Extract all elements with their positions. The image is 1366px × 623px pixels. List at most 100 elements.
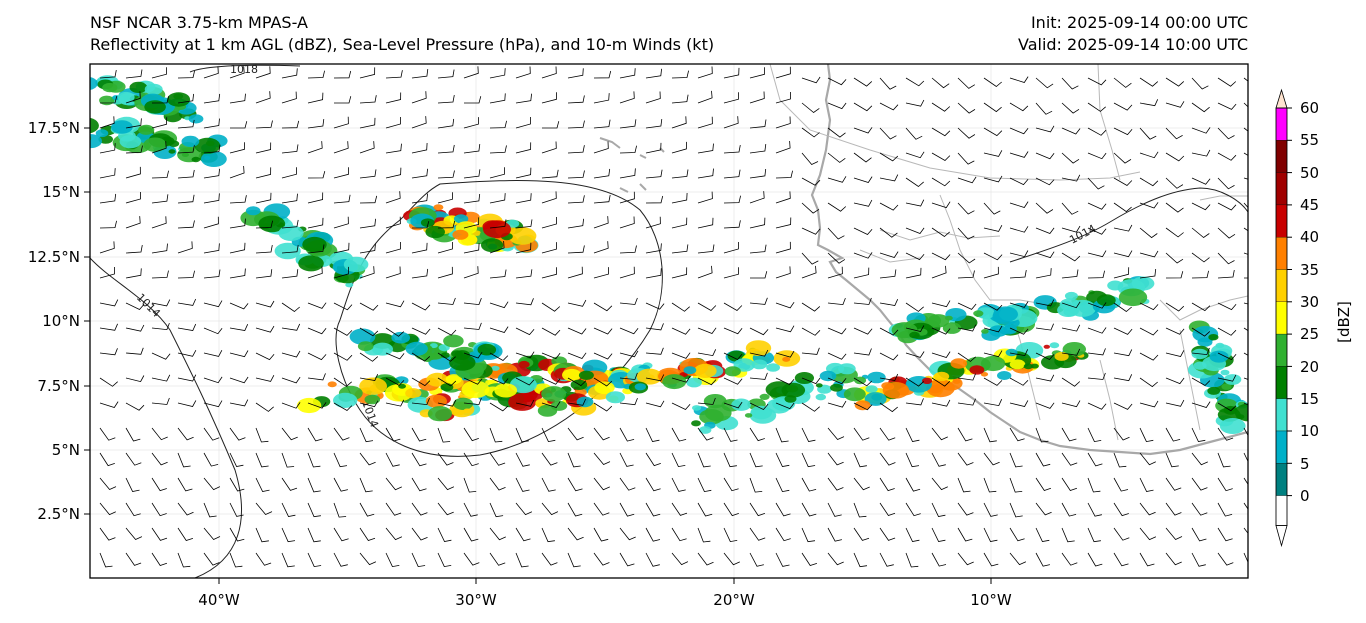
- wind-barb: [307, 170, 326, 179]
- reflectivity-cell: [1193, 361, 1207, 370]
- wind-barb: [151, 502, 167, 517]
- reflectivity-cell: [111, 120, 133, 134]
- wind-barb: [229, 302, 249, 310]
- wind-barb: [515, 142, 532, 154]
- wind-barb: [1139, 227, 1158, 239]
- wind-barb: [255, 91, 271, 104]
- wind-barb: [307, 217, 324, 229]
- wind-barb: [385, 167, 402, 179]
- wind-barb: [281, 376, 301, 384]
- wind-barb: [1217, 552, 1234, 566]
- wind-barb: [333, 141, 349, 154]
- wind-barb: [333, 477, 348, 492]
- wind-barb: [697, 244, 715, 254]
- reflectivity-cell: [440, 352, 450, 359]
- wind-barb: [307, 327, 327, 335]
- wind-barb: [619, 427, 635, 442]
- wind-barb: [463, 117, 479, 129]
- wind-barb: [1113, 552, 1129, 567]
- wind-barb: [464, 96, 482, 104]
- wind-barb: [931, 265, 947, 279]
- wind-barb: [515, 193, 532, 204]
- wind-barb: [931, 351, 951, 358]
- wind-barb: [385, 143, 402, 154]
- reflectivity-cell: [864, 392, 887, 406]
- wind-barb: [801, 427, 816, 442]
- wind-barb: [1191, 401, 1211, 408]
- wind-barb: [359, 527, 376, 541]
- wind-barb: [749, 452, 763, 468]
- wind-barb: [879, 352, 899, 361]
- wind-barb: [593, 241, 609, 254]
- colorbar-segment: [1275, 204, 1288, 238]
- init-time: Init: 2025-09-14 00:00 UTC: [1030, 13, 1248, 32]
- wind-barb: [1009, 552, 1027, 566]
- wind-barb: [645, 477, 661, 492]
- wind-barb: [359, 302, 379, 311]
- wind-barb: [749, 191, 765, 204]
- wind-barb: [229, 477, 245, 492]
- wind-barb: [827, 152, 846, 163]
- wind-barb: [203, 477, 221, 491]
- wind-barb: [957, 452, 974, 466]
- wind-barb: [801, 127, 820, 138]
- wind-barb: [723, 352, 743, 360]
- wind-barb: [125, 216, 141, 229]
- wind-barb: [99, 323, 118, 331]
- reflectivity-cell: [854, 400, 871, 411]
- reflectivity-cell: [1009, 359, 1026, 370]
- wind-barb: [125, 69, 143, 79]
- wind-barb: [1087, 477, 1101, 493]
- colorbar-frame: [1275, 107, 1288, 527]
- wind-barb: [255, 167, 272, 179]
- cape-verde-islands: [599, 137, 665, 193]
- wind-barb: [151, 374, 171, 382]
- wind-barb: [697, 397, 716, 405]
- wind-barb: [801, 227, 821, 235]
- wind-barb: [905, 302, 924, 312]
- wind-barb: [567, 170, 585, 179]
- wind-barb: [281, 502, 296, 517]
- wind-barb: [879, 269, 897, 279]
- wind-barb: [619, 452, 634, 467]
- wind-barb: [567, 95, 585, 104]
- wind-barb: [801, 102, 820, 114]
- colorbar-tick-label: 5: [1300, 455, 1310, 473]
- wind-barb: [177, 119, 195, 129]
- wind-barb: [1061, 127, 1081, 135]
- reflectivity-cell: [819, 370, 837, 382]
- wind-barb: [1061, 301, 1081, 309]
- wind-barb: [411, 352, 431, 362]
- wind-barb: [983, 350, 1003, 358]
- wind-barb: [1009, 502, 1023, 518]
- wind-barb: [827, 552, 844, 566]
- wind-barb: [1009, 102, 1029, 112]
- wind-barb: [1113, 127, 1133, 136]
- reflectivity-cell: [364, 394, 381, 405]
- wind-barb: [437, 477, 455, 491]
- wind-barb: [905, 325, 925, 332]
- wind-barb: [333, 242, 350, 254]
- wind-barb: [385, 527, 403, 541]
- wind-barb: [151, 452, 168, 466]
- colorbar-tick-label: 40: [1300, 228, 1319, 246]
- wind-barb: [593, 302, 613, 312]
- wind-barb: [671, 244, 689, 254]
- wind-barb: [255, 552, 272, 566]
- colorbar-tick-label: 30: [1300, 293, 1319, 311]
- wind-barb: [1009, 427, 1025, 442]
- wind-barb: [333, 452, 348, 468]
- wind-barb: [1009, 177, 1029, 186]
- wind-barb: [697, 143, 714, 154]
- wind-barb: [853, 348, 872, 356]
- wind-barb: [619, 397, 638, 406]
- wind-barb: [489, 219, 507, 229]
- wind-barb: [593, 70, 612, 79]
- wind-barb: [307, 527, 321, 543]
- wind-barb: [775, 377, 795, 385]
- wind-barb: [567, 552, 581, 568]
- wind-barb: [489, 68, 506, 79]
- reflectivity-cell: [843, 387, 866, 402]
- wind-barb: [229, 452, 244, 467]
- wind-barb: [515, 377, 535, 386]
